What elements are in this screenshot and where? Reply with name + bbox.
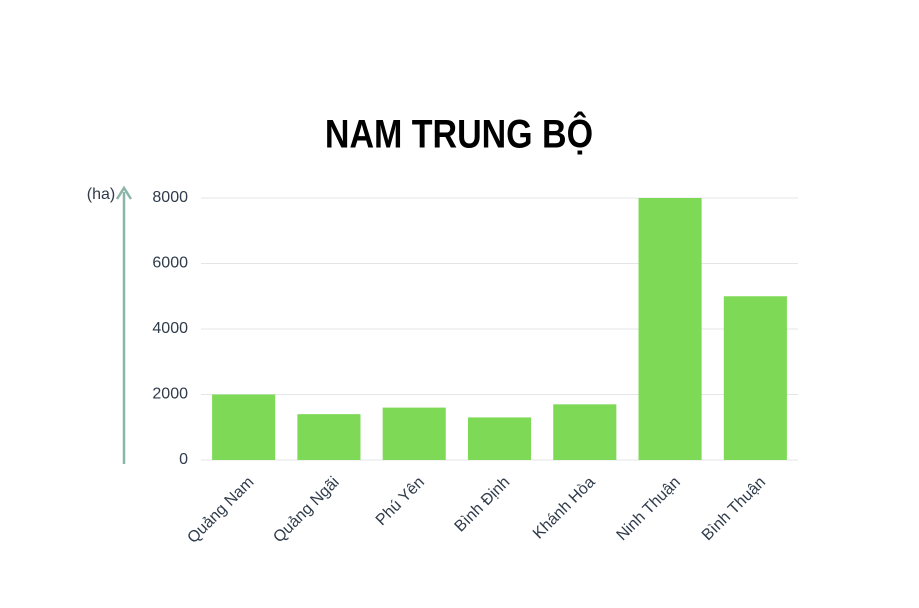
y-tick-label: 0: [179, 451, 188, 468]
bar: [297, 414, 361, 460]
x-tick-label: Bình Định: [452, 474, 514, 536]
x-tick-label: Bình Thuận: [699, 474, 769, 544]
y-tick-label: 8000: [152, 189, 188, 206]
bar: [382, 407, 446, 460]
y-tick-label: 4000: [152, 320, 188, 337]
x-tick-label: Ninh Thuận: [614, 474, 684, 544]
y-tick-label: 2000: [152, 386, 188, 403]
bar: [723, 296, 787, 460]
x-tick-label: Phú Yên: [373, 474, 428, 529]
x-tick-label: Quảng Ngãi: [270, 474, 342, 546]
bar: [638, 198, 702, 460]
bar: [553, 404, 617, 460]
x-tick-label: Quảng Nam: [184, 474, 257, 547]
y-axis-arrowhead: [115, 185, 133, 200]
bar: [467, 417, 532, 460]
x-tick-label: Khánh Hòa: [530, 474, 599, 543]
bar: [212, 394, 276, 460]
chart-title: NAM TRUNG BỘ: [325, 111, 593, 156]
y-axis-label: (ha): [87, 186, 115, 203]
y-tick-label: 6000: [152, 255, 188, 272]
